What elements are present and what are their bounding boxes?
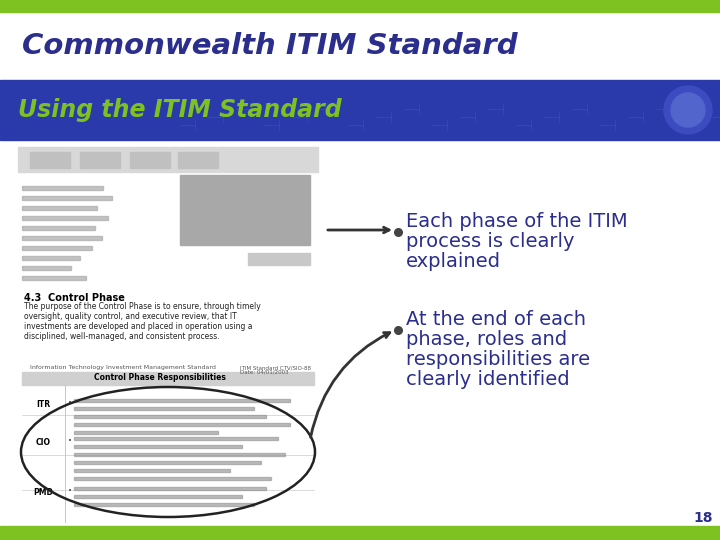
Text: ITIM Standard CTV/SIO-88: ITIM Standard CTV/SIO-88 bbox=[240, 365, 311, 370]
Bar bbox=[0, 80, 720, 140]
Bar bbox=[22, 276, 86, 280]
Text: •: • bbox=[68, 488, 72, 494]
Bar bbox=[30, 152, 70, 168]
Text: Control Phase Responsibilities: Control Phase Responsibilities bbox=[94, 374, 226, 382]
Bar bbox=[74, 399, 290, 402]
Text: process is clearly: process is clearly bbox=[406, 232, 575, 251]
Bar bbox=[74, 461, 261, 464]
Bar bbox=[74, 407, 254, 410]
Bar bbox=[18, 287, 318, 355]
Bar bbox=[74, 436, 278, 440]
Bar bbox=[18, 147, 318, 285]
Bar bbox=[22, 206, 97, 210]
Bar bbox=[0, 0, 720, 12]
Text: •: • bbox=[68, 438, 72, 444]
Bar bbox=[74, 430, 218, 434]
Text: •: • bbox=[68, 400, 72, 406]
Bar bbox=[74, 476, 271, 480]
Bar bbox=[18, 147, 318, 172]
Bar bbox=[18, 360, 318, 522]
Text: Each phase of the ITIM: Each phase of the ITIM bbox=[406, 212, 628, 231]
Text: explained: explained bbox=[406, 252, 501, 271]
Text: responsibilities are: responsibilities are bbox=[406, 350, 590, 369]
Text: The purpose of the Control Phase is to ensure, through timely: The purpose of the Control Phase is to e… bbox=[24, 302, 261, 311]
Bar bbox=[22, 226, 94, 230]
Text: Commonwealth ITIM Standard: Commonwealth ITIM Standard bbox=[22, 32, 518, 60]
Text: disciplined, well-managed, and consistent process.: disciplined, well-managed, and consisten… bbox=[24, 332, 220, 341]
Bar bbox=[80, 152, 120, 168]
Bar bbox=[0, 140, 720, 540]
Text: investments are developed and placed in operation using a: investments are developed and placed in … bbox=[24, 322, 253, 331]
Text: 4.3  Control Phase: 4.3 Control Phase bbox=[24, 293, 125, 303]
Text: Using the ITIM Standard: Using the ITIM Standard bbox=[18, 98, 341, 122]
Bar bbox=[74, 415, 266, 418]
Text: phase, roles and: phase, roles and bbox=[406, 330, 567, 349]
Bar bbox=[74, 495, 242, 498]
Text: PMD: PMD bbox=[33, 488, 53, 497]
Bar bbox=[22, 186, 103, 190]
Text: 18: 18 bbox=[693, 511, 713, 525]
Text: CIO: CIO bbox=[35, 438, 50, 447]
Bar bbox=[180, 175, 310, 245]
Circle shape bbox=[671, 93, 705, 127]
Bar bbox=[22, 372, 314, 385]
Bar bbox=[74, 469, 230, 472]
Bar bbox=[74, 453, 285, 456]
Bar bbox=[22, 216, 108, 220]
Text: clearly identified: clearly identified bbox=[406, 370, 570, 389]
Bar bbox=[22, 266, 71, 270]
Text: Information Technology Investment Management Standard: Information Technology Investment Manage… bbox=[30, 365, 216, 370]
Bar bbox=[22, 256, 80, 260]
Text: ITR: ITR bbox=[36, 400, 50, 409]
Bar bbox=[248, 253, 310, 265]
Bar bbox=[130, 152, 170, 168]
Text: At the end of each: At the end of each bbox=[406, 310, 586, 329]
Bar bbox=[22, 236, 102, 240]
Bar bbox=[22, 246, 91, 250]
Bar bbox=[74, 487, 266, 490]
Bar bbox=[0, 12, 720, 80]
Bar bbox=[74, 422, 290, 426]
Bar bbox=[22, 196, 112, 200]
Bar bbox=[178, 152, 218, 168]
Bar bbox=[74, 503, 254, 506]
Bar bbox=[0, 526, 720, 540]
Bar bbox=[74, 444, 242, 448]
Text: Date: 04/01/2003: Date: 04/01/2003 bbox=[240, 370, 289, 375]
Text: oversight, quality control, and executive review, that IT: oversight, quality control, and executiv… bbox=[24, 312, 237, 321]
Circle shape bbox=[664, 86, 712, 134]
